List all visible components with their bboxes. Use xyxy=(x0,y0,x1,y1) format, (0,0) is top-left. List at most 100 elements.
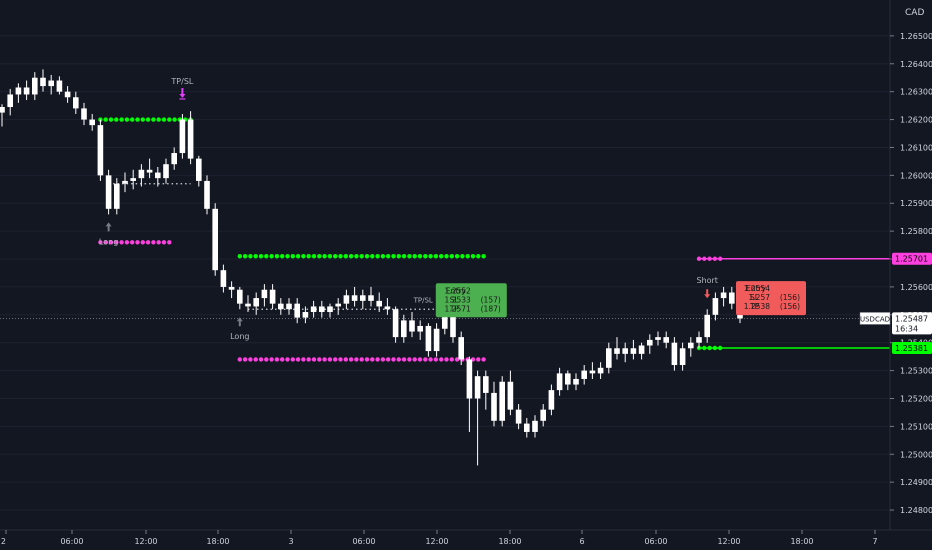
sl-dot xyxy=(280,357,285,362)
candle-body xyxy=(360,295,366,301)
price-axis[interactable]: 1.26500 1.26400 1.26300 1.26200 1.26100 1.260… xyxy=(890,32,932,515)
tp-dot xyxy=(465,254,470,259)
candles xyxy=(0,69,743,466)
price-tick-label: 1.26400 xyxy=(900,60,932,69)
tp-dot xyxy=(280,254,285,259)
candle-body xyxy=(704,314,710,338)
candle-body xyxy=(32,77,38,95)
price-tick-label: 1.26500 xyxy=(900,32,932,41)
tp-dot xyxy=(130,117,135,122)
tp-dot xyxy=(295,254,301,259)
candle-body xyxy=(114,183,120,209)
candle-body xyxy=(548,390,555,410)
price-tick-label: 1.25900 xyxy=(900,199,932,208)
short-box-bg xyxy=(736,281,806,316)
price-tick-label: 1.25000 xyxy=(900,450,932,459)
candle-body xyxy=(335,303,341,307)
long-box-entry-value: 1.2552 xyxy=(445,286,471,295)
tp-dot xyxy=(119,117,124,122)
candle-body xyxy=(573,378,579,385)
sl-dot xyxy=(306,357,311,362)
candle-body xyxy=(253,298,259,307)
short-box-tp-pips: (156) xyxy=(780,302,800,311)
sl-dot xyxy=(295,357,301,362)
long-box-tag: TP/SL xyxy=(413,296,433,304)
sl-dot xyxy=(114,240,119,245)
time-tick-label: 6 xyxy=(579,537,584,546)
sl-dot xyxy=(407,357,412,362)
tp-dot xyxy=(258,254,264,259)
short-box-sl-pips: (156) xyxy=(780,293,800,302)
long-box-entry-label: Entry xyxy=(446,286,467,295)
candle-body xyxy=(89,119,95,126)
sl-dot xyxy=(311,357,317,362)
sl-dot xyxy=(140,240,145,245)
tp-dot xyxy=(237,254,242,259)
candle-body xyxy=(720,292,727,299)
candle-body xyxy=(97,125,104,176)
tp-dot xyxy=(161,117,167,122)
sl-dot xyxy=(476,357,481,362)
tp-dot xyxy=(396,254,401,259)
sl-dot xyxy=(161,240,167,245)
sl-dot xyxy=(433,357,439,362)
tp-dot xyxy=(274,254,280,259)
tp-dot xyxy=(375,254,380,259)
candle-body xyxy=(712,298,719,315)
candle-body xyxy=(540,409,546,421)
candle-body xyxy=(155,172,161,179)
short-signal-label: Short xyxy=(696,276,717,285)
short-box-tp-value: 1.2538 xyxy=(744,302,770,311)
tp-dot xyxy=(151,117,156,122)
sl-dot xyxy=(258,357,264,362)
sl-dot xyxy=(108,240,114,245)
candle-body xyxy=(48,80,54,87)
candle-body xyxy=(105,175,112,209)
tp-dot xyxy=(108,117,114,122)
candle-body xyxy=(565,373,571,385)
candle-body xyxy=(261,289,268,299)
tp-dot xyxy=(167,117,172,122)
time-tick-label: 12:00 xyxy=(425,537,448,546)
long-signal-label: Long xyxy=(230,332,249,341)
candle-body xyxy=(269,289,276,304)
candle-body xyxy=(237,289,243,304)
tp-dot xyxy=(301,254,306,259)
candle-body xyxy=(286,303,292,310)
candle-body xyxy=(294,303,300,318)
sl-dot xyxy=(449,357,454,362)
time-axis[interactable]: 2 06:00 12:00 18:00 3 06:00 12:00 18:00 6 06:00 12… xyxy=(1,530,878,546)
candle-body xyxy=(146,169,153,173)
price-tick-label: 1.26300 xyxy=(900,88,932,97)
candle-body xyxy=(171,153,177,165)
candle-body xyxy=(204,180,210,209)
tp-dot xyxy=(380,254,386,259)
tp-dot xyxy=(401,254,407,259)
time-tick-label: 12:00 xyxy=(717,537,740,546)
candle-body xyxy=(130,178,136,181)
countdown-value: 16:34 xyxy=(895,324,918,333)
price-tick-label: 1.25600 xyxy=(900,283,932,292)
candle-body xyxy=(384,306,391,310)
price-tick-label: 1.25300 xyxy=(900,367,932,376)
candle-body xyxy=(23,87,30,95)
tp-dot xyxy=(264,254,269,259)
candle-body xyxy=(401,320,407,338)
tp-dot xyxy=(454,254,460,259)
long-arrow-icon xyxy=(105,222,112,232)
long-arrow-icon xyxy=(236,317,243,327)
candle-body xyxy=(343,295,350,304)
candle-body xyxy=(212,208,218,271)
candle-body xyxy=(532,420,538,432)
candle-body xyxy=(228,286,235,290)
currency-label: CAD xyxy=(905,8,924,18)
sl-dot xyxy=(391,357,396,362)
sl-dot xyxy=(327,357,333,362)
candle-body xyxy=(729,292,735,304)
candle-body xyxy=(458,337,464,360)
tp-dot xyxy=(428,254,433,259)
candle-body xyxy=(245,303,251,307)
tp-dot xyxy=(364,254,370,259)
candle-body xyxy=(688,342,694,349)
